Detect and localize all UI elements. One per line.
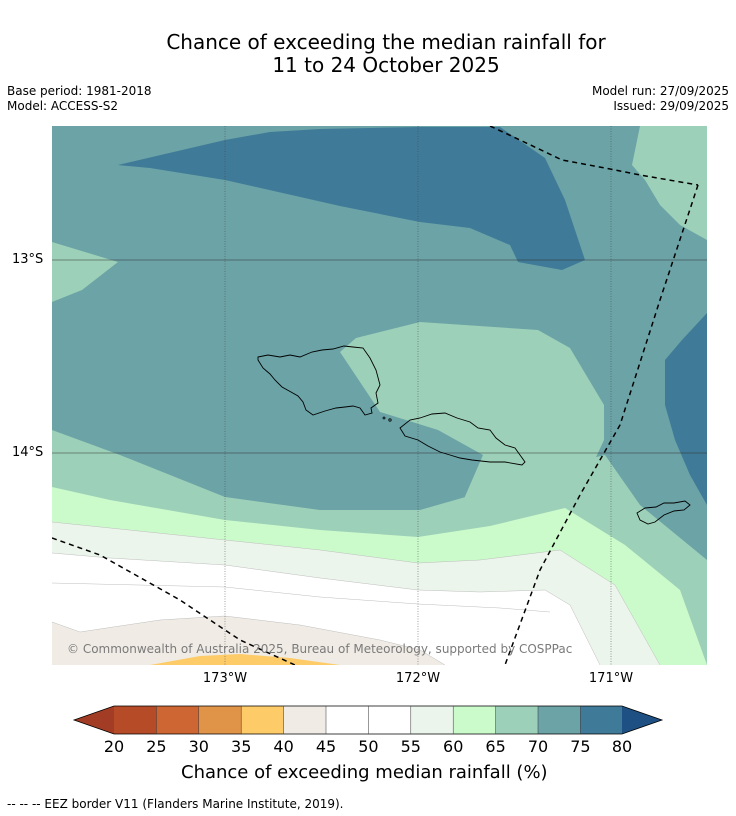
colorbar-tick: 30 bbox=[188, 737, 209, 756]
meta-left: Base period: 1981-2018 Model: ACCESS-S2 bbox=[7, 84, 152, 114]
issued-date: Issued: 29/09/2025 bbox=[613, 99, 729, 113]
colorbar-tick: 50 bbox=[358, 737, 379, 756]
eez-border-east bbox=[504, 184, 699, 665]
copyright-notice: © Commonwealth of Australia 2025, Bureau… bbox=[67, 642, 573, 656]
colorbar-tick: 75 bbox=[570, 737, 591, 756]
colorbar-tick: 80 bbox=[611, 737, 633, 756]
colorbar-swatch-70-75 bbox=[538, 706, 581, 734]
colorbar-tick: 65 bbox=[485, 737, 506, 756]
colorbar-outline bbox=[72, 705, 664, 735]
colorbar-extend-high bbox=[622, 706, 662, 734]
eez-border bbox=[52, 126, 699, 665]
base-period: Base period: 1981-2018 bbox=[7, 84, 152, 98]
colorbar-swatch-30-35 bbox=[198, 706, 242, 734]
lon-label-171w: 171°W bbox=[588, 671, 634, 686]
colorbar-swatch-45-50 bbox=[326, 706, 369, 734]
lat-label-14s: 14°S bbox=[12, 445, 44, 460]
colorbar-swatch-35-40 bbox=[241, 706, 284, 734]
map-title: Chance of exceeding the median rainfall … bbox=[0, 31, 736, 77]
colorbar-title: Chance of exceeding median rainfall (%) bbox=[181, 762, 548, 783]
colorbar-tick: 40 bbox=[273, 737, 294, 756]
colorbar-tick: 55 bbox=[400, 737, 421, 756]
band-40-45 bbox=[52, 616, 445, 665]
model-run: Model run: 27/09/2025 bbox=[591, 84, 729, 98]
band-75-80-north bbox=[118, 127, 585, 270]
island-apolima bbox=[382, 416, 386, 420]
patch-northeast-65-70 bbox=[632, 126, 707, 240]
colorbar-tick: 35 bbox=[231, 737, 252, 756]
colorbar-tick: 20 bbox=[103, 737, 125, 756]
colorbar-swatch-75-80 bbox=[580, 706, 623, 734]
model-name: Model: ACCESS-S2 bbox=[7, 99, 119, 113]
eez-border-north bbox=[489, 126, 699, 186]
band-35-40 bbox=[150, 654, 340, 665]
colorbar-tick: 60 bbox=[443, 737, 464, 756]
island-upolu bbox=[399, 412, 526, 466]
contour-lines bbox=[52, 521, 661, 665]
colorbar-swatch-55-60 bbox=[410, 706, 454, 734]
island-manono bbox=[388, 418, 392, 422]
colorbar-swatch-65-70 bbox=[495, 706, 538, 734]
colorbar-tick: 25 bbox=[146, 737, 167, 756]
colorbar-swatch-25-30 bbox=[156, 706, 199, 734]
band-75-80-east bbox=[665, 313, 707, 505]
colorbar-swatch-20-25 bbox=[114, 706, 157, 734]
colorbar-tick: 70 bbox=[527, 737, 549, 756]
colorbar-dividers bbox=[156, 706, 581, 734]
colorbar-swatch-60-65 bbox=[453, 706, 496, 734]
patch-west-65-70 bbox=[52, 242, 118, 302]
meta-right: Model run: 27/09/2025 Issued: 29/09/2025 bbox=[592, 84, 729, 114]
title-line-2: 11 to 24 October 2025 bbox=[272, 53, 500, 77]
colorbar bbox=[72, 705, 664, 735]
eez-border-southwest bbox=[52, 537, 296, 665]
island-savaii bbox=[257, 345, 381, 416]
lon-label-172w: 172°W bbox=[395, 671, 441, 686]
island-tutuila bbox=[636, 500, 691, 525]
lat-gridlines bbox=[52, 259, 707, 454]
colorbar-extend-low bbox=[74, 706, 114, 734]
patch-central-65-70 bbox=[340, 322, 604, 510]
colorbar-tick: 45 bbox=[315, 737, 337, 756]
colorbar-swatch-50-55 bbox=[368, 706, 411, 734]
title-line-1: Chance of exceeding the median rainfall … bbox=[166, 30, 606, 54]
colorbar-swatch-40-45 bbox=[283, 706, 326, 734]
lon-label-173w: 173°W bbox=[202, 671, 248, 686]
rainfall-map bbox=[52, 126, 707, 665]
lat-label-13s: 13°S bbox=[12, 252, 44, 267]
eez-footnote: -- -- -- EEZ border V11 (Flanders Marine… bbox=[7, 797, 344, 811]
